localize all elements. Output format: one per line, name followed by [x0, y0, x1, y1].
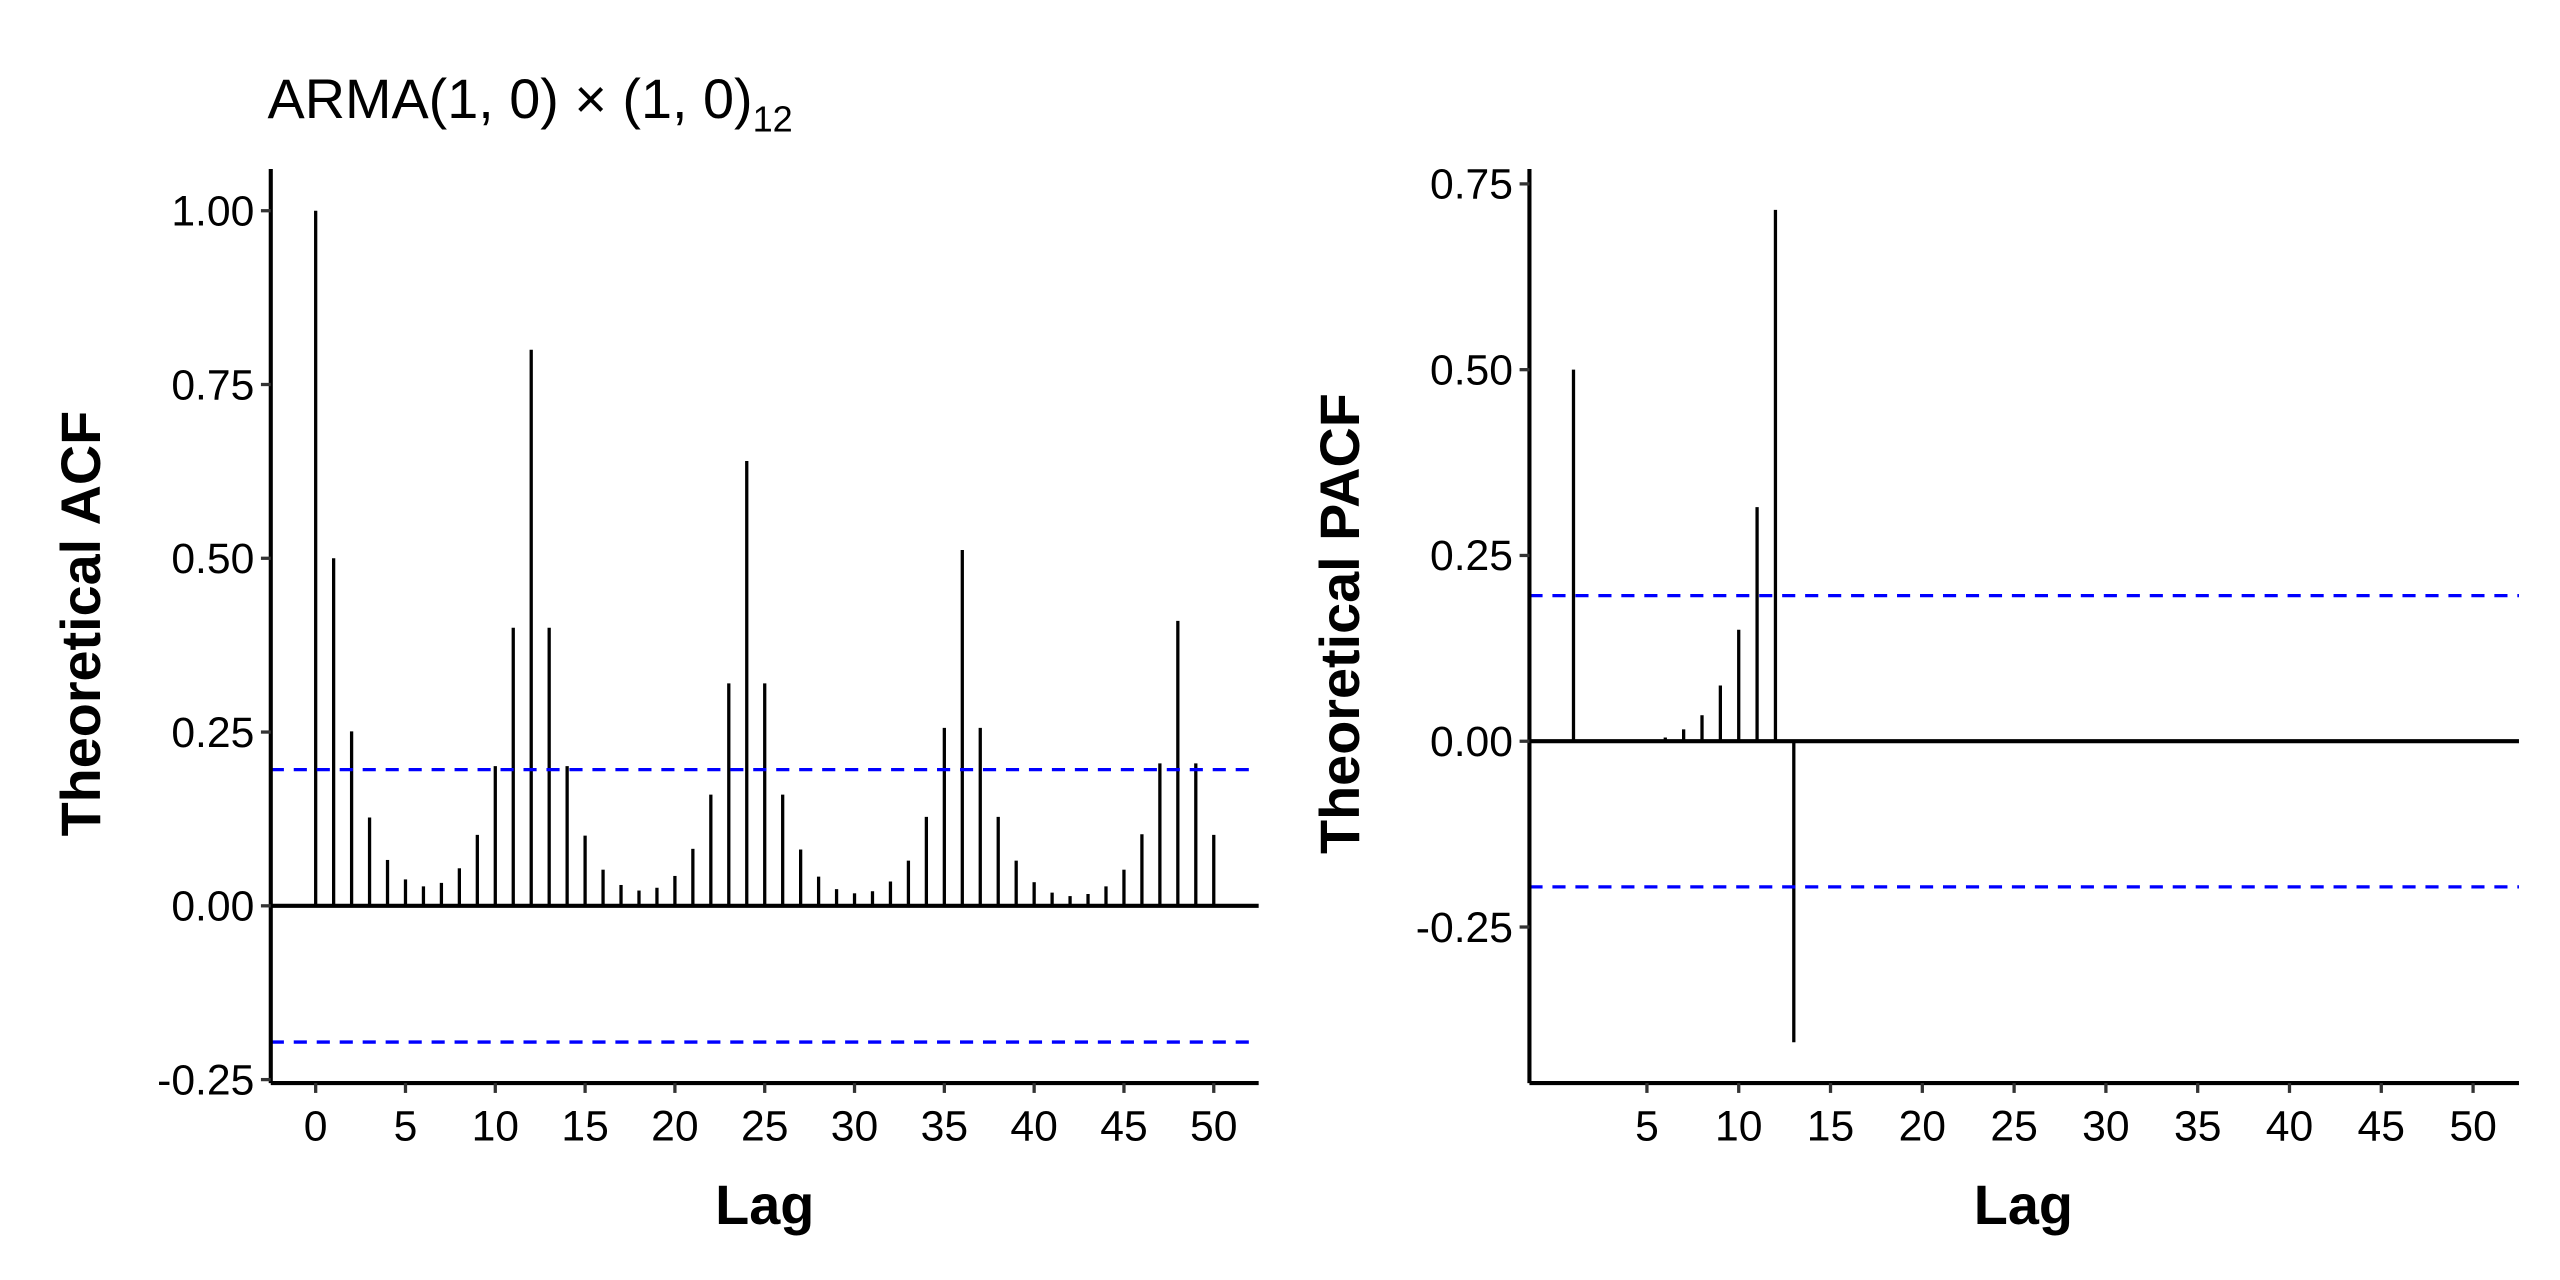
- x-tick-label: 40: [1010, 1103, 1057, 1151]
- x-tick-label: 35: [2174, 1103, 2221, 1151]
- y-tick-label: 1.00: [171, 188, 254, 236]
- y-tick-label: 0.75: [171, 361, 254, 409]
- y-tick-label: 0.75: [1430, 161, 1513, 209]
- x-tick-label: 25: [741, 1103, 788, 1151]
- y-tick-label: 0.00: [171, 883, 254, 931]
- x-tick-label: 5: [394, 1103, 418, 1151]
- x-tick-label: 15: [561, 1103, 608, 1151]
- pacf-x-axis-label: Lag: [1974, 1173, 2073, 1236]
- x-tick-label: 0: [304, 1103, 328, 1151]
- x-tick-label: 20: [651, 1103, 698, 1151]
- x-tick-label: 30: [831, 1103, 878, 1151]
- y-tick-label: 0.50: [1430, 346, 1513, 394]
- y-tick-label: -0.25: [157, 1056, 254, 1104]
- pacf-panel: -0.25 0.00 0.25 0.50 0.75 5 10 15 20 25 30 35 40 45 50: [1416, 161, 2519, 1151]
- x-tick-label: 25: [1990, 1103, 2037, 1151]
- chart-title: ARMA(1, 0) × (1, 0)12: [267, 67, 792, 139]
- x-tick-label: 50: [2449, 1103, 2496, 1151]
- x-tick-label: 30: [2082, 1103, 2129, 1151]
- acf-panel: -0.25 0.00 0.25 0.50 0.75 1.00 0 5 10 15 20 25 30 35 4…: [157, 169, 1259, 1151]
- x-tick-label: 40: [2266, 1103, 2313, 1151]
- pacf-y-axis-label: Theoretical PACF: [1308, 393, 1371, 854]
- x-tick-label: 10: [472, 1103, 519, 1151]
- x-tick-label: 20: [1899, 1103, 1946, 1151]
- y-tick-label: 0.25: [1430, 532, 1513, 580]
- y-tick-label: -0.25: [1416, 904, 1513, 952]
- x-tick-label: 50: [1190, 1103, 1237, 1151]
- acf-y-axis-label: Theoretical ACF: [49, 411, 112, 837]
- y-tick-label: 0.50: [171, 535, 254, 583]
- x-tick-label: 35: [921, 1103, 968, 1151]
- acf-x-axis-label: Lag: [715, 1173, 814, 1236]
- x-tick-label: 5: [1635, 1103, 1659, 1151]
- x-tick-label: 45: [2358, 1103, 2405, 1151]
- y-tick-label: 0.25: [171, 709, 254, 757]
- x-tick-label: 10: [1715, 1103, 1762, 1151]
- x-tick-label: 15: [1807, 1103, 1854, 1151]
- y-tick-label: 0.00: [1430, 718, 1513, 766]
- x-tick-label: 45: [1100, 1103, 1147, 1151]
